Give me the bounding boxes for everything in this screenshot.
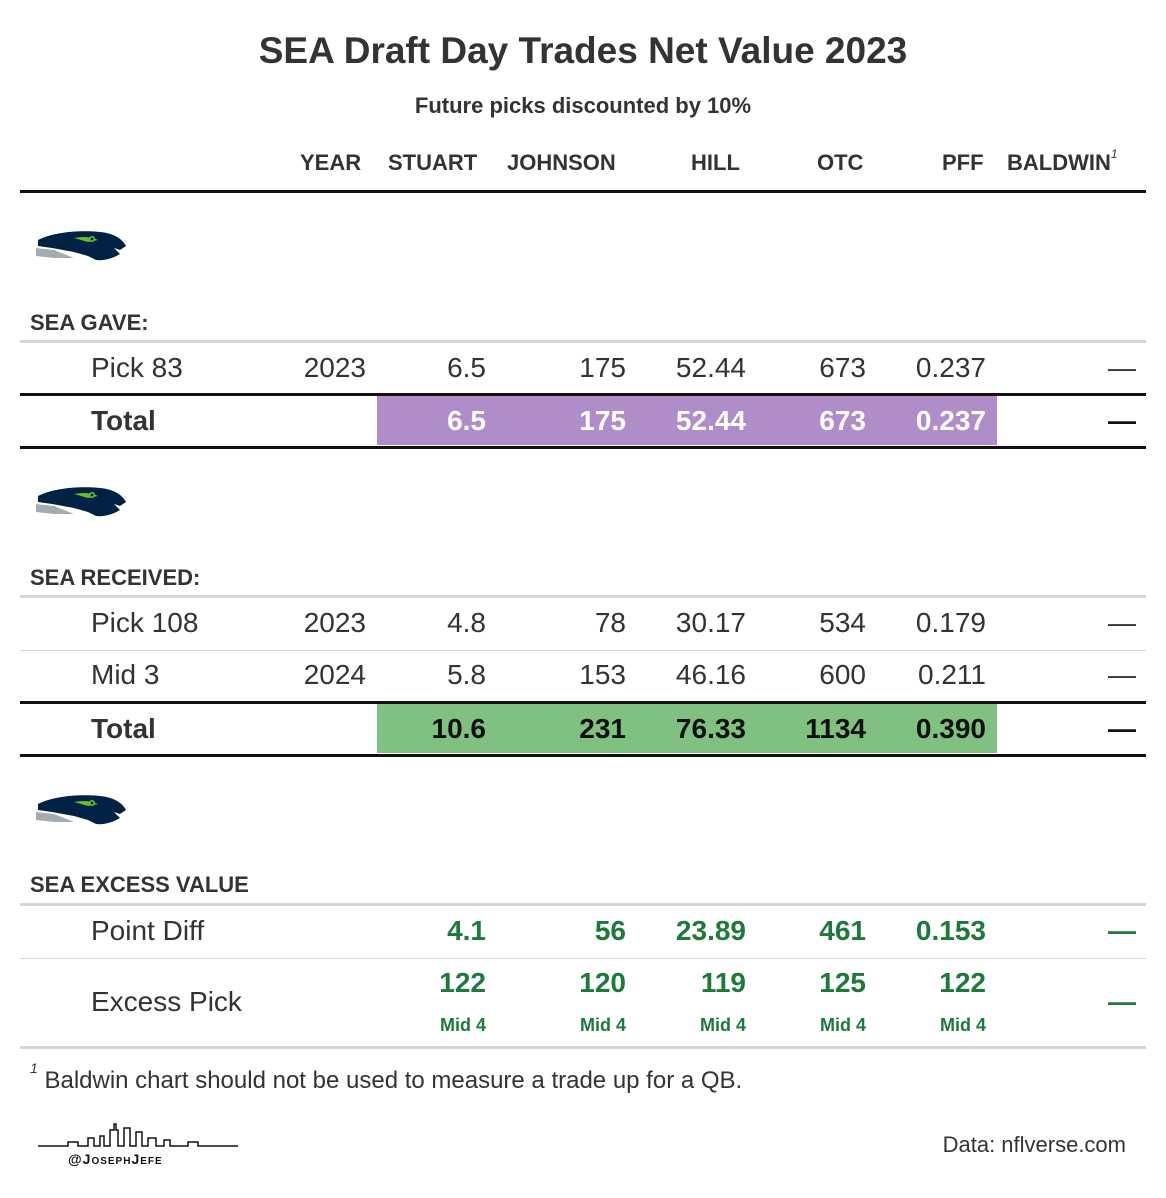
footnote-marker: 1 xyxy=(1110,146,1118,161)
pick-label: Pick 108 xyxy=(91,607,199,638)
hill-cell: 30.17 xyxy=(675,607,746,638)
total-rule-top xyxy=(20,701,1146,704)
hill-cell: 46.16 xyxy=(675,659,746,690)
col-header-otc: OTC xyxy=(817,150,864,175)
pff-cell: 0.237 xyxy=(915,352,986,383)
col-header-stuart: STUART xyxy=(388,150,478,175)
seahawks-logo-icon xyxy=(36,487,126,517)
otc-cell: 600 xyxy=(819,659,866,690)
col-header-johnson: JOHNSON xyxy=(507,150,616,175)
pff-cell: 0.211 xyxy=(918,659,986,690)
hill-excess-round: Mid 4 xyxy=(699,1015,746,1035)
pff-excess-round: Mid 4 xyxy=(939,1015,986,1035)
point-diff-label: Point Diff xyxy=(91,915,205,946)
johnson-excess-pick: 120 xyxy=(579,967,626,998)
pff-diff: 0.153 xyxy=(915,915,986,946)
pick-label: Mid 3 xyxy=(91,659,160,690)
total-label: Total xyxy=(91,405,156,436)
baldwin-cell: — xyxy=(1108,659,1136,690)
total-rule-bottom xyxy=(20,446,1146,449)
col-header-year: YEAR xyxy=(300,150,362,175)
stuart-total: 6.5 xyxy=(447,405,486,436)
stuart-excess-round: Mid 4 xyxy=(439,1015,486,1035)
pff-total: 0.390 xyxy=(915,713,986,744)
baldwin-total: — xyxy=(1108,405,1136,436)
baldwin-excess-pick: — xyxy=(1108,986,1136,1017)
total-rule-bottom xyxy=(20,754,1146,757)
stuart-total: 10.6 xyxy=(431,713,487,744)
johnson-total: 175 xyxy=(579,405,626,436)
total-rule-top xyxy=(20,393,1146,396)
stuart-cell: 5.8 xyxy=(447,659,486,690)
stuart-cell: 6.5 xyxy=(447,352,486,383)
footnote: 1 Baldwin chart should not be used to me… xyxy=(30,1060,743,1094)
pff-cell: 0.179 xyxy=(915,607,986,638)
section-label-excess: SEA EXCESS VALUE xyxy=(30,872,249,897)
johnson-diff: 56 xyxy=(594,915,626,946)
otc-diff: 461 xyxy=(819,915,866,946)
hill-diff: 23.89 xyxy=(675,915,746,946)
otc-cell: 534 xyxy=(819,607,866,638)
baldwin-cell: — xyxy=(1108,607,1136,638)
section-rule xyxy=(20,595,1146,598)
seahawks-logo-icon xyxy=(36,231,126,261)
otc-total: 673 xyxy=(819,405,866,436)
received-total-highlight xyxy=(377,704,997,753)
footnote-marker: 1 xyxy=(30,1060,38,1076)
pff-total: 0.237 xyxy=(915,405,986,436)
pff-excess-pick: 122 xyxy=(939,967,986,998)
hill-cell: 52.44 xyxy=(675,352,746,383)
section-label-received: SEA RECEIVED: xyxy=(30,565,201,590)
year-cell: 2023 xyxy=(303,607,366,638)
otc-excess-pick: 125 xyxy=(819,967,866,998)
col-header-pff: PFF xyxy=(942,150,984,175)
col-header-baldwin: BALDWIN1 xyxy=(1007,146,1118,175)
skyline-logo-icon xyxy=(38,1123,238,1147)
section-label-gave: SEA GAVE: xyxy=(30,310,149,335)
johnson-total: 231 xyxy=(579,713,626,744)
total-label: Total xyxy=(91,713,156,744)
author-credit: @JosephJefe xyxy=(68,1151,163,1167)
johnson-cell: 78 xyxy=(594,607,626,638)
stuart-diff: 4.1 xyxy=(447,915,486,946)
stuart-cell: 4.8 xyxy=(447,607,486,638)
page-subtitle: Future picks discounted by 10% xyxy=(414,93,752,118)
stuart-excess-pick: 122 xyxy=(439,967,486,998)
hill-excess-pick: 119 xyxy=(700,967,746,998)
otc-excess-round: Mid 4 xyxy=(819,1015,866,1035)
baldwin-total: — xyxy=(1108,713,1136,744)
row-divider xyxy=(20,650,1146,651)
otc-total: 1134 xyxy=(805,713,866,744)
section-rule xyxy=(20,340,1146,343)
baldwin-diff: — xyxy=(1108,915,1136,946)
johnson-cell: 153 xyxy=(579,659,626,690)
col-header-hill: HILL xyxy=(691,150,740,175)
data-source: Data: nflverse.com xyxy=(942,1132,1126,1157)
otc-cell: 673 xyxy=(819,352,866,383)
seahawks-logo-icon xyxy=(36,795,126,825)
baldwin-cell: — xyxy=(1108,352,1136,383)
table-bottom-rule xyxy=(20,1046,1146,1049)
johnson-excess-round: Mid 4 xyxy=(579,1015,626,1035)
johnson-cell: 175 xyxy=(579,352,626,383)
excess-pick-label: Excess Pick xyxy=(91,986,242,1017)
hill-total: 52.44 xyxy=(675,405,746,436)
page-title: SEA Draft Day Trades Net Value 2023 xyxy=(258,30,908,71)
header-rule xyxy=(20,190,1146,193)
gave-total-highlight xyxy=(377,396,997,445)
row-divider xyxy=(20,958,1146,959)
hill-total: 76.33 xyxy=(675,713,746,744)
year-cell: 2023 xyxy=(303,352,366,383)
year-cell: 2024 xyxy=(303,659,366,690)
pick-label: Pick 83 xyxy=(91,352,183,383)
section-rule xyxy=(20,903,1146,906)
